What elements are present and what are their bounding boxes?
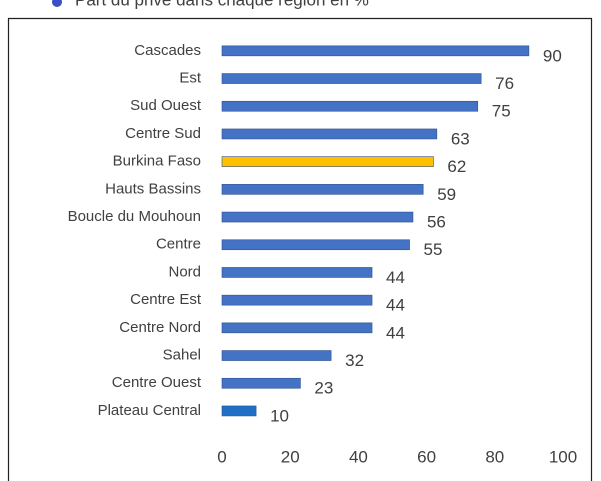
value-label: 56 — [427, 213, 446, 232]
y-tick-label: Centre — [156, 236, 201, 253]
value-label: 55 — [424, 240, 443, 259]
bar — [221, 377, 301, 389]
y-tick-label: Centre Ouest — [112, 374, 202, 391]
x-tick-label: 80 — [485, 447, 504, 466]
x-tick-label: 0 — [217, 447, 226, 466]
value-label: 76 — [495, 74, 514, 93]
value-label: 44 — [386, 323, 405, 342]
y-tick-label: Centre Sud — [125, 125, 201, 142]
value-label: 10 — [270, 406, 289, 425]
y-tick-label: Sahel — [163, 347, 201, 364]
bar — [221, 405, 257, 417]
value-label: 90 — [543, 46, 562, 65]
y-tick-label: Centre Est — [130, 291, 202, 308]
y-tick-label: Cascades — [134, 42, 201, 59]
x-tick-label: 60 — [417, 447, 436, 466]
title-icon — [52, 0, 62, 7]
y-tick-label: Plateau Central — [98, 402, 201, 419]
bar — [221, 45, 530, 57]
bar — [221, 184, 424, 195]
bar — [221, 239, 410, 251]
value-label: 32 — [345, 351, 364, 370]
y-tick-label: Nord — [168, 263, 201, 280]
y-tick-label: Burkina Faso — [113, 153, 201, 170]
value-label: 62 — [447, 157, 466, 176]
value-label: 44 — [386, 268, 405, 287]
y-tick-label: Hauts Bassins — [105, 180, 201, 197]
bar — [221, 350, 332, 361]
bar — [221, 128, 438, 140]
chart-frame — [7, 17, 593, 481]
value-label: 63 — [451, 129, 470, 148]
x-tick-label: 40 — [349, 447, 368, 466]
bar — [221, 156, 434, 167]
value-label: 59 — [437, 185, 456, 204]
y-tick-label: Est — [179, 70, 202, 87]
y-tick-label: Boucle du Mouhoun — [68, 208, 201, 225]
bar — [221, 73, 482, 84]
bar — [221, 322, 373, 334]
chart-title: Part du privé dans chaque région en % — [75, 0, 369, 9]
y-tick-label: Sud Ouest — [130, 97, 202, 114]
value-label: 23 — [314, 379, 333, 398]
y-tick-label: Centre Nord — [119, 319, 201, 336]
bar — [221, 294, 373, 306]
bar — [221, 267, 373, 278]
bar — [221, 100, 479, 112]
x-tick-label: 20 — [281, 447, 300, 466]
x-tick-label: 100 — [549, 447, 577, 466]
bar — [221, 211, 414, 223]
value-label: 75 — [492, 102, 511, 121]
value-label: 44 — [386, 296, 405, 315]
